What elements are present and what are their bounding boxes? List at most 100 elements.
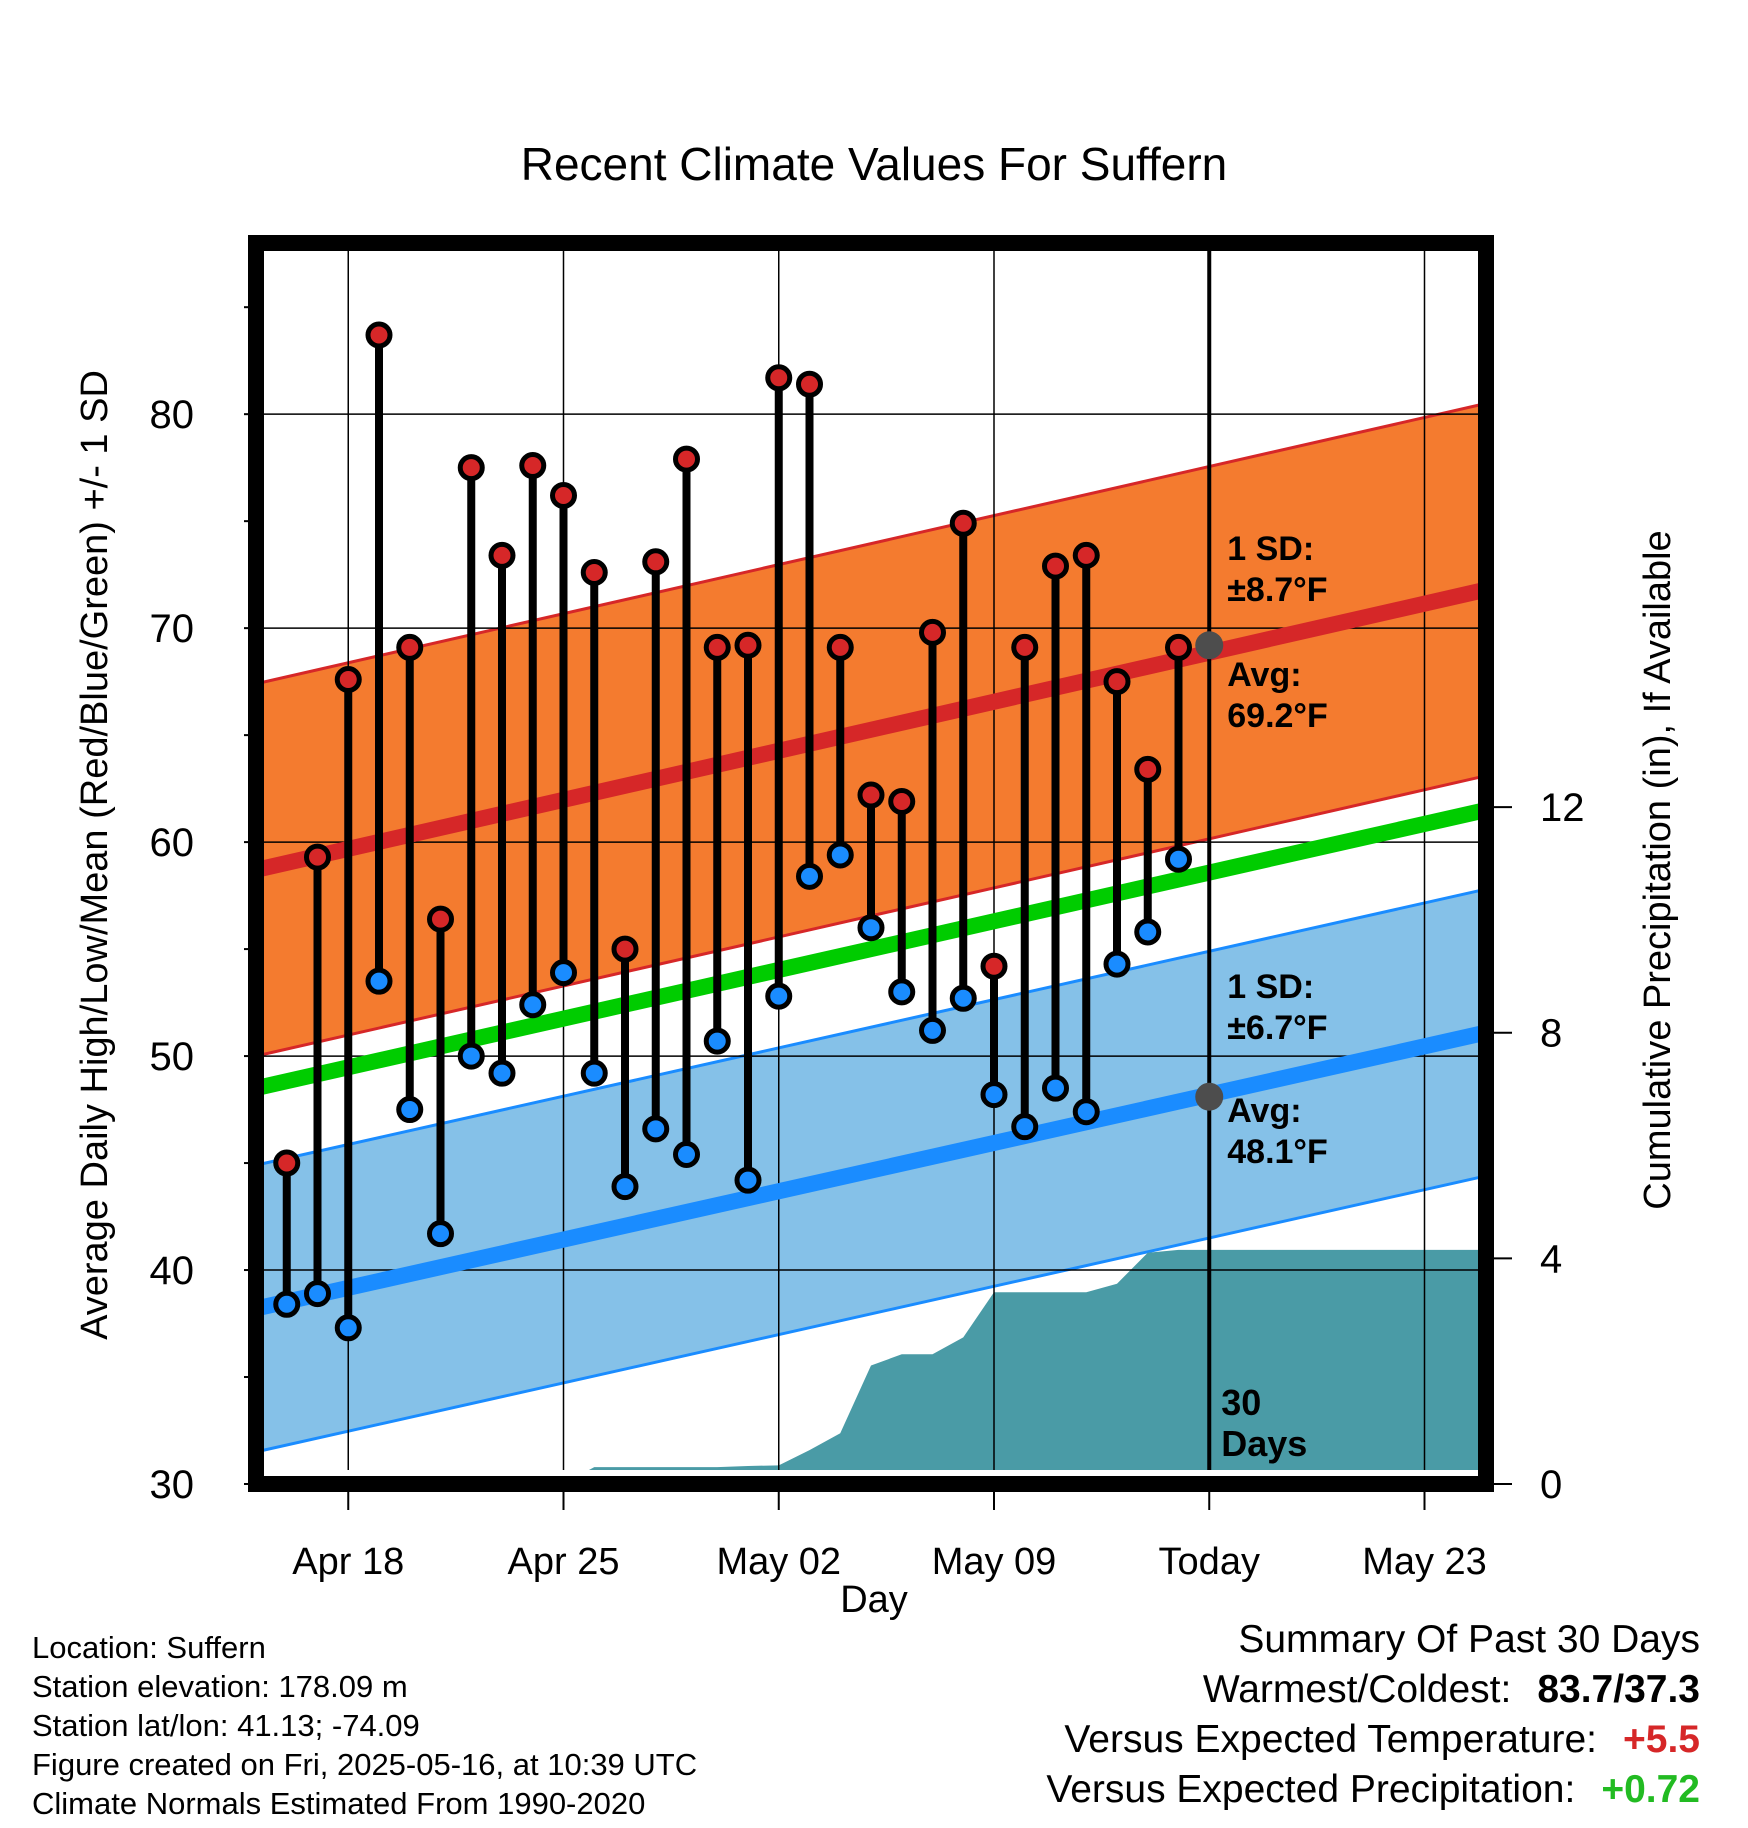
high-point <box>550 481 577 509</box>
chart-title: Recent Climate Values For Suffern <box>521 138 1228 190</box>
low-point <box>365 967 393 995</box>
low-mean-line <box>262 1025 1480 1316</box>
high-avg-label-line-1: Avg: <box>1227 656 1301 694</box>
low-point <box>457 1042 485 1070</box>
precipitation-area <box>588 1249 1480 1470</box>
x-tick-label: Today <box>1159 1541 1260 1583</box>
low-point <box>1103 950 1131 978</box>
y2-axis-label: Cumulative Precipitation (in), If Availa… <box>1637 530 1679 1209</box>
x-tick-label: May 02 <box>716 1541 841 1583</box>
low-point <box>673 1140 700 1168</box>
low-point <box>1134 918 1162 946</box>
high-point <box>796 370 823 398</box>
summary-heading: Summary Of Past 30 Days <box>1238 1618 1700 1661</box>
precip-departure-value: +0.72 <box>1601 1768 1700 1811</box>
precip-departure-label: Versus Expected Precipitation: <box>1046 1768 1576 1811</box>
high-point <box>611 935 639 963</box>
high-point <box>580 559 608 587</box>
plot-frame <box>248 235 1494 1492</box>
low-point <box>919 1016 946 1044</box>
high-point <box>888 787 916 815</box>
today-days-label-line-2: Days <box>1221 1423 1307 1464</box>
low-point <box>304 1280 331 1308</box>
warmest-coldest-value: 83.7/37.3 <box>1537 1668 1700 1711</box>
high-point <box>1072 541 1100 569</box>
high-point <box>365 321 393 349</box>
low-point <box>949 984 977 1012</box>
low-point <box>857 914 885 942</box>
low-point <box>427 1220 454 1248</box>
low-point <box>611 1173 639 1201</box>
high-point <box>919 618 946 646</box>
y-axis-label: Average Daily High/Low/Mean (Red/Blue/Gr… <box>74 370 116 1340</box>
high-mean-line <box>262 582 1480 877</box>
high-point <box>396 633 424 661</box>
daily-mean-line <box>262 803 1480 1096</box>
high-sd-label-line-2: ±8.7°F <box>1227 571 1327 609</box>
summary-panel: Summary Of Past 30 Days Warmest/Coldest:… <box>1046 1615 1700 1815</box>
low-point <box>1072 1098 1100 1126</box>
low-normal-band-lower-edge <box>262 1175 1480 1453</box>
y-tick-label: 80 <box>150 393 195 437</box>
high-point <box>734 631 762 659</box>
high-point <box>949 509 977 537</box>
high-point <box>1134 755 1162 783</box>
high-point <box>642 548 670 576</box>
high-point <box>826 633 854 661</box>
low-normal-band-upper-edge <box>262 888 1480 1166</box>
high-avg-label-line-2: 69.2°F <box>1227 697 1328 735</box>
high-point <box>457 454 485 482</box>
latlon-text: Station lat/lon: 41.13; -74.09 <box>32 1708 420 1743</box>
high-point <box>673 445 700 473</box>
warmest-coldest-label: Warmest/Coldest: <box>1202 1668 1512 1711</box>
elevation-text: Station elevation: 178.09 m <box>32 1669 408 1704</box>
temp-departure-row: Versus Expected Temperature: +5.5 <box>1046 1715 1700 1765</box>
low-sd-label-line-1: 1 SD: <box>1227 968 1314 1006</box>
low-point <box>488 1059 516 1087</box>
low-point <box>888 978 916 1006</box>
high-point <box>427 905 454 933</box>
low-point <box>273 1290 301 1318</box>
y2-tick-label: 0 <box>1540 1463 1562 1507</box>
low-point <box>1042 1074 1069 1102</box>
high-point <box>334 665 362 693</box>
low-point <box>980 1081 1008 1109</box>
low-avg-label-line-2: 48.1°F <box>1227 1133 1328 1171</box>
high-normal-band-upper-edge <box>262 403 1480 684</box>
x-tick-label: Apr 25 <box>508 1541 620 1583</box>
high-point <box>304 843 331 871</box>
low-sd-label-line-2: ±6.7°F <box>1227 1009 1327 1047</box>
x-tick-label: May 23 <box>1362 1541 1487 1583</box>
low-point <box>703 1027 731 1055</box>
y2-tick-label: 8 <box>1540 1012 1562 1056</box>
low-avg-label-line-1: Avg: <box>1227 1092 1301 1130</box>
high-point <box>765 364 793 392</box>
high-sd-label-line-1: 1 SD: <box>1227 530 1314 568</box>
x-tick-label: Apr 18 <box>292 1541 404 1583</box>
station-info: Location: Suffern Station elevation: 178… <box>32 1628 697 1823</box>
low-point <box>642 1115 670 1143</box>
y2-tick-label: 12 <box>1540 786 1585 830</box>
low-point <box>334 1314 362 1342</box>
high-point <box>1103 668 1131 696</box>
temp-departure-label: Versus Expected Temperature: <box>1064 1718 1597 1761</box>
temp-departure-value: +5.5 <box>1623 1718 1700 1761</box>
x-axis-label: Day <box>840 1579 908 1621</box>
location-text: Location: Suffern <box>32 1630 266 1665</box>
high-point <box>857 781 885 809</box>
high-point <box>488 541 516 569</box>
climate-chart: Recent Climate Values For Suffern 1 SD:±… <box>74 138 1679 1621</box>
today-days-label-line-1: 30 <box>1221 1382 1261 1423</box>
low-point <box>550 959 577 987</box>
low-point <box>734 1166 762 1194</box>
low-point <box>1165 845 1192 873</box>
low-point <box>1011 1113 1039 1141</box>
y-tick-label: 70 <box>150 607 195 651</box>
high-point <box>703 633 731 661</box>
normals-text: Climate Normals Estimated From 1990-2020 <box>32 1786 646 1821</box>
x-tick-label: May 09 <box>932 1541 1057 1583</box>
high-point <box>519 452 547 480</box>
y2-tick-label: 4 <box>1540 1237 1562 1281</box>
y-tick-label: 50 <box>150 1035 195 1079</box>
